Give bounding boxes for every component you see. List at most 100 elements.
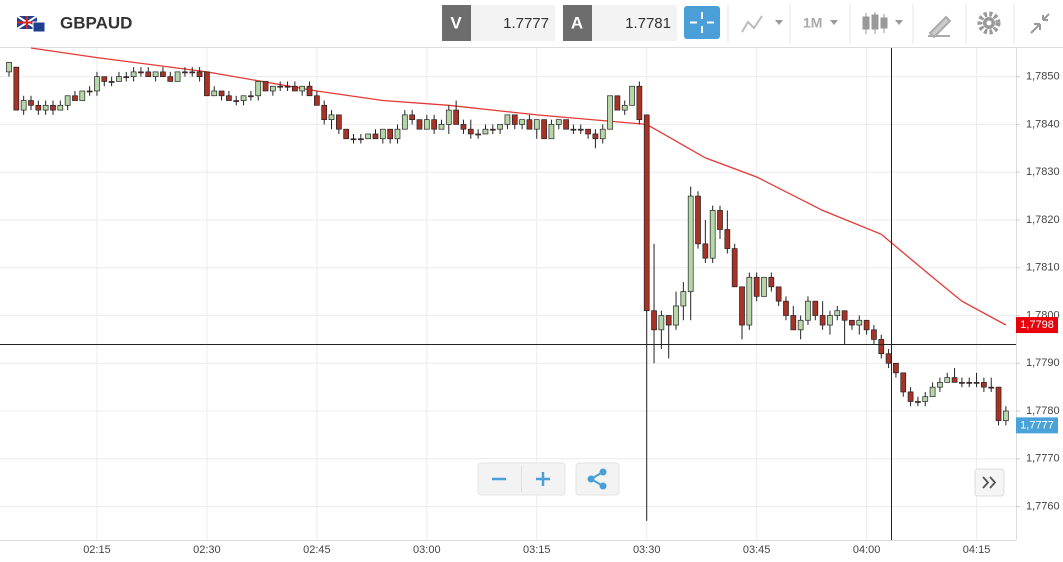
candle-body bbox=[357, 138, 364, 141]
candle-body bbox=[959, 382, 965, 384]
moving-average-line bbox=[30, 47, 1007, 326]
y-tick-label: 1,7840 bbox=[1026, 118, 1060, 130]
candle-body bbox=[819, 315, 826, 326]
candle-body bbox=[314, 95, 320, 106]
candle-body bbox=[709, 210, 716, 259]
candle-body bbox=[270, 85, 276, 92]
bid-box[interactable] bbox=[471, 5, 555, 41]
candle-body bbox=[160, 71, 166, 78]
y-tick-label: 1,7770 bbox=[1026, 453, 1060, 465]
candle-body bbox=[643, 114, 650, 312]
candle-body bbox=[687, 195, 694, 292]
price-tag bbox=[1016, 317, 1058, 334]
candle-body bbox=[841, 310, 848, 321]
candle-body bbox=[497, 124, 503, 130]
candle-body bbox=[966, 382, 973, 384]
x-tick-label: 02:30 bbox=[193, 544, 221, 556]
collapse-button[interactable] bbox=[1030, 13, 1050, 34]
candle-body bbox=[475, 133, 481, 136]
candle-body bbox=[805, 300, 811, 321]
candle-body bbox=[138, 71, 144, 74]
bid-button[interactable] bbox=[442, 5, 471, 41]
candle-body bbox=[570, 128, 577, 131]
timeframe[interactable]: 1M bbox=[803, 15, 822, 31]
indicator-button[interactable] bbox=[741, 15, 783, 33]
toolbar-separators bbox=[727, 4, 1015, 44]
share-button[interactable] bbox=[575, 462, 620, 496]
candle-body bbox=[665, 315, 672, 326]
candle-body bbox=[651, 310, 657, 331]
candle-body bbox=[526, 119, 533, 130]
candle-body bbox=[57, 104, 64, 111]
candle-body bbox=[585, 128, 591, 135]
candle-body bbox=[248, 95, 254, 98]
candle-body bbox=[284, 85, 291, 88]
candle-body bbox=[519, 119, 525, 125]
candle-body bbox=[629, 85, 635, 106]
candle-body bbox=[673, 305, 679, 326]
candle-body bbox=[431, 119, 437, 130]
candle-body bbox=[116, 76, 122, 82]
flag-icon bbox=[16, 15, 46, 33]
candle-body bbox=[856, 319, 863, 326]
candle-body bbox=[790, 315, 797, 331]
ask-button[interactable] bbox=[563, 5, 592, 41]
zoom-in-button[interactable] bbox=[536, 472, 550, 486]
candle-body bbox=[695, 195, 701, 245]
candle-body bbox=[548, 124, 555, 140]
candle-body bbox=[306, 85, 313, 97]
x-tick-label: 03:00 bbox=[413, 544, 441, 556]
candle-body bbox=[878, 339, 885, 355]
candle-body bbox=[797, 319, 804, 331]
candle-body bbox=[775, 286, 782, 302]
candle-body bbox=[614, 95, 621, 111]
chart-type-button[interactable] bbox=[862, 12, 903, 34]
candle-body bbox=[211, 90, 218, 97]
candle-body bbox=[753, 276, 760, 297]
candle-body bbox=[702, 243, 709, 259]
candle-body bbox=[145, 71, 152, 78]
candle-body bbox=[812, 300, 819, 316]
candle-body bbox=[937, 382, 943, 388]
candle-body bbox=[343, 128, 350, 140]
candle-body bbox=[79, 90, 86, 101]
candle-body bbox=[863, 319, 870, 331]
candle-body bbox=[50, 104, 56, 111]
candle-body bbox=[555, 119, 562, 125]
bid-label: V bbox=[450, 13, 462, 32]
draw-button[interactable] bbox=[928, 15, 952, 39]
candle-body bbox=[453, 109, 459, 125]
grid bbox=[0, 48, 1016, 540]
candle-body bbox=[409, 114, 415, 121]
candle-body bbox=[885, 353, 892, 364]
candle-body bbox=[834, 310, 841, 316]
y-tick-label: 1,7780 bbox=[1026, 405, 1060, 417]
candle-body bbox=[299, 85, 306, 92]
ask-box[interactable] bbox=[592, 5, 677, 41]
candle-body bbox=[277, 85, 284, 88]
candle-body bbox=[768, 276, 775, 288]
candle-body bbox=[563, 119, 569, 130]
candle-body bbox=[394, 128, 401, 140]
candle-body bbox=[130, 71, 137, 78]
candle-body bbox=[423, 119, 430, 130]
scroll-right-button[interactable] bbox=[974, 468, 1005, 497]
y-tick-label: 1,7830 bbox=[1026, 166, 1060, 178]
candle-body bbox=[240, 95, 247, 101]
candle-body bbox=[94, 76, 100, 92]
candle-body bbox=[577, 128, 584, 131]
candle-body bbox=[42, 104, 49, 111]
candle-body bbox=[101, 76, 108, 82]
candle-body bbox=[255, 81, 262, 97]
x-tick-label: 02:45 bbox=[303, 544, 331, 556]
zoom-controls bbox=[477, 462, 566, 496]
settings-button[interactable] bbox=[977, 11, 1001, 35]
crosshair-button[interactable] bbox=[684, 6, 720, 39]
candle-body bbox=[328, 114, 335, 121]
price-tag-label: 1,7798 bbox=[1020, 319, 1054, 331]
y-tick-label: 1,7820 bbox=[1026, 214, 1060, 226]
candle-body bbox=[233, 100, 240, 102]
y-tick-label: 1,7810 bbox=[1026, 262, 1060, 274]
